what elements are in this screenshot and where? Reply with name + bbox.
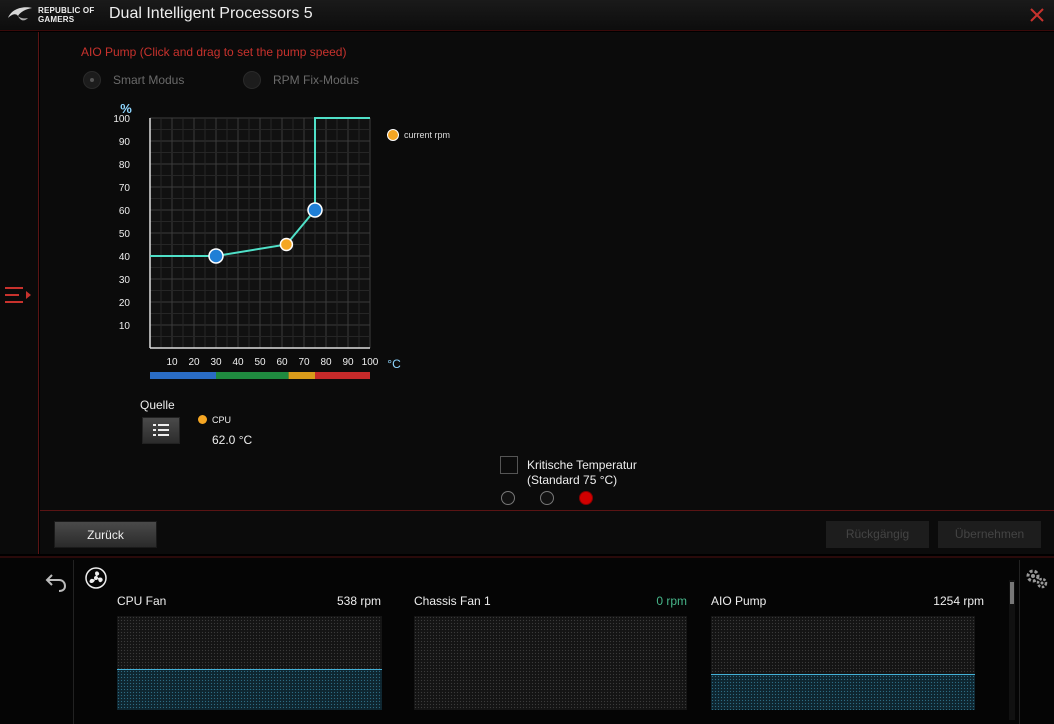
source-label: Quelle [140, 398, 175, 412]
settings-gear-icon[interactable] [1024, 567, 1050, 591]
pump-curve-line [150, 117, 370, 257]
fan-name: CPU Fan [117, 594, 167, 608]
fan-rpm: 0 rpm [656, 594, 687, 608]
fan-icon [85, 567, 107, 589]
y-tick-label: 80 [119, 160, 131, 171]
close-icon[interactable] [1028, 6, 1046, 24]
critical-option-2[interactable] [540, 491, 554, 505]
mode-smart-label: Smart Modus [113, 73, 185, 87]
fan-rpm: 1254 rpm [933, 594, 984, 608]
fan-card-cpu-fan: CPU Fan 538 rpm [117, 594, 390, 710]
y-tick-label: 30 [119, 275, 131, 286]
separator [73, 560, 74, 724]
menu-expand-icon[interactable] [4, 284, 34, 306]
fan-card-chassis-fan-1: Chassis Fan 1 0 rpm [414, 594, 687, 710]
pump-curve-chart[interactable]: 10 20 30 40 50 60 70 80 90 100 10 20 30 40 50 60 70 80 90 1… [108, 98, 468, 380]
source-temperature: 62.0 °C [212, 433, 253, 447]
mode-rpm-fix-radio[interactable]: RPM Fix-Modus [243, 70, 359, 90]
scrollbar-thumb[interactable] [1010, 582, 1014, 604]
x-tick-label: 30 [210, 357, 222, 368]
critical-temp-line1: Kritische Temperatur [527, 458, 637, 472]
rog-logo: REPUBLIC OF GAMERS [6, 4, 98, 26]
fan-graph-fill [711, 674, 975, 710]
fan-rpm: 538 rpm [336, 594, 381, 608]
y-tick-label: 70 [119, 183, 131, 194]
list-icon [153, 424, 169, 436]
fan-graph [117, 616, 382, 710]
temperature-band [315, 372, 370, 379]
fan-graph [711, 616, 975, 710]
mode-smart-radio[interactable]: Smart Modus [83, 70, 184, 90]
y-tick-label: 20 [119, 298, 131, 309]
x-tick-label: 90 [342, 357, 354, 368]
temperature-band [288, 372, 315, 379]
critical-option-3[interactable] [579, 491, 593, 505]
fan-name: AIO Pump [711, 594, 767, 608]
chart-legend: current rpm [387, 129, 450, 141]
apply-button[interactable]: Übernehmen [938, 521, 1041, 548]
radio-button[interactable] [243, 71, 261, 89]
y-tick-label: 40 [119, 252, 131, 263]
x-tick-label: 10 [166, 357, 178, 368]
x-tick-label: 60 [276, 357, 288, 368]
y-tick-label: 50 [119, 229, 131, 240]
fan-card-aio-pump: AIO Pump 1254 rpm [711, 594, 984, 710]
temperature-band [150, 372, 216, 379]
x-tick-label: 50 [254, 357, 266, 368]
curve-control-point[interactable] [307, 202, 323, 218]
rog-eye-icon [8, 7, 32, 21]
app-title: Dual Intelligent Processors 5 [109, 5, 313, 22]
y-axis-unit: % [120, 101, 132, 116]
x-tick-label: 100 [362, 357, 379, 368]
y-tick-label: 60 [119, 206, 131, 217]
critical-temp-label: Kritische Temperatur (Standard 75 °C) [527, 458, 637, 488]
scroll-track[interactable] [1009, 580, 1015, 720]
source-dot [198, 415, 207, 424]
fan-graph [414, 616, 687, 710]
critical-temp-checkbox[interactable] [500, 456, 518, 474]
x-tick-label: 70 [298, 357, 310, 368]
x-tick-label: 40 [232, 357, 244, 368]
y-tick-label: 100 [113, 114, 130, 125]
x-tick-label: 80 [320, 357, 332, 368]
x-tick-label: 20 [188, 357, 200, 368]
separator [1019, 560, 1020, 724]
radio-button[interactable] [83, 71, 101, 89]
back-arrow-icon[interactable] [44, 570, 68, 592]
fan-name: Chassis Fan 1 [414, 594, 491, 608]
source-sensor: CPU [212, 415, 232, 425]
rog-brand-text: REPUBLIC OF GAMERS [38, 6, 95, 24]
fan-graph-fill [117, 668, 382, 710]
title-bar: REPUBLIC OF GAMERS Dual Intelligent Proc… [0, 0, 1054, 31]
curve-control-point[interactable] [208, 248, 224, 264]
back-button[interactable]: Zurück [54, 521, 157, 548]
critical-temp-line2: (Standard 75 °C) [527, 473, 618, 487]
y-tick-label: 90 [119, 137, 131, 148]
temperature-band [216, 372, 289, 379]
current-rpm-point [279, 237, 294, 252]
y-tick-label: 10 [119, 321, 131, 332]
x-axis-unit: °C [387, 357, 401, 371]
legend-label: current rpm [404, 130, 451, 140]
left-rail [0, 32, 39, 554]
undo-button[interactable]: Rückgängig [826, 521, 929, 548]
legend-dot [387, 129, 399, 141]
panel-divider [40, 510, 1054, 511]
mode-rpm-fix-label: RPM Fix-Modus [273, 73, 360, 87]
source-list-button[interactable] [142, 417, 180, 444]
aio-pump-heading: AIO Pump (Click and drag to set the pump… [81, 45, 347, 59]
critical-option-1[interactable] [501, 491, 515, 505]
